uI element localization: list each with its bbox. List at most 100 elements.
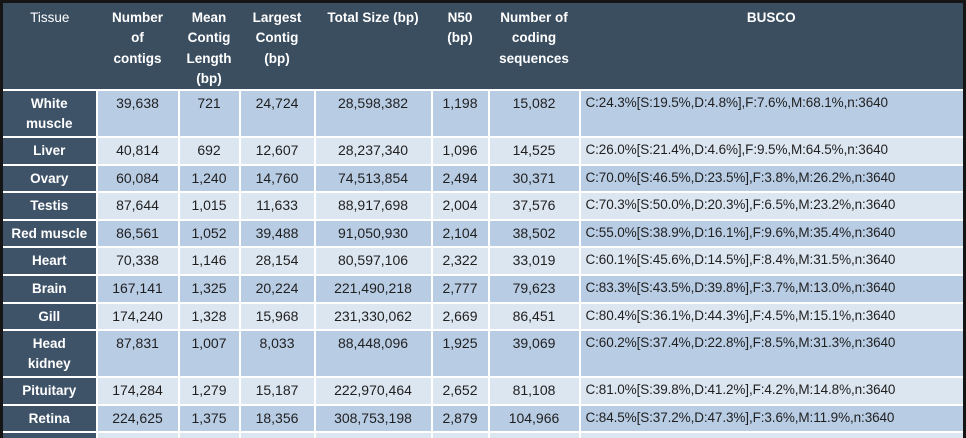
num-contigs-cell: 87,644 xyxy=(95,191,180,221)
total-size-cell: 28,598,382 xyxy=(313,88,433,139)
table-row-spleen: Spleen 103,359 931 8,251 96,236,002 1,74… xyxy=(0,431,966,438)
n50-cell: 1,925 xyxy=(430,329,490,379)
busco-cell: C:57.2%[S:35.0%,D:22.2%],F:8.8%,M:34.0%,… xyxy=(578,431,966,438)
col-header-coding-sequences: Number of coding sequences xyxy=(488,1,580,90)
busco-cell: C:83.3%[S:43.5%,D:39.8%],F:3.7%,M:13.0%,… xyxy=(578,273,966,304)
tissue-cell: Red muscle xyxy=(0,218,98,249)
mean-contig-length-cell: 1,325 xyxy=(177,273,241,304)
mean-contig-length-cell: 1,015 xyxy=(177,191,241,221)
num-contigs-cell: 103,359 xyxy=(95,431,180,438)
table-row-liver: Liver 40,814 692 12,607 28,237,340 1,096… xyxy=(0,136,966,166)
busco-cell: C:70.0%[S:46.5%,D:23.5%],F:3.8%,M:26.2%,… xyxy=(578,163,966,194)
table-row-testis: Testis 87,644 1,015 11,633 88,917,698 2,… xyxy=(0,191,966,221)
busco-cell: C:60.2%[S:37.4%,D:22.8%],F:8.5%,M:31.3%,… xyxy=(578,329,966,379)
num-contigs-cell: 174,240 xyxy=(95,301,180,332)
n50-cell: 2,879 xyxy=(430,403,490,434)
largest-contig-cell: 20,224 xyxy=(238,273,316,304)
tissue-cell: Pituitary xyxy=(0,376,98,406)
busco-cell: C:81.0%[S:39.8%,D:41.2%],F:4.2%,M:14.8%,… xyxy=(578,376,966,406)
table-row-red-muscle: Red muscle 86,561 1,052 39,488 91,050,93… xyxy=(0,218,966,249)
n50-cell: 2,777 xyxy=(430,273,490,304)
table-body: White muscle 39,638 721 24,724 28,598,38… xyxy=(0,88,966,438)
busco-cell: C:80.4%[S:36.1%,D:44.3%],F:4.5%,M:15.1%,… xyxy=(578,301,966,332)
busco-cell: C:70.3%[S:50.0%,D:20.3%],F:6.5%,M:23.2%,… xyxy=(578,191,966,221)
mean-contig-length-cell: 1,052 xyxy=(177,218,241,249)
busco-cell: C:24.3%[S:19.5%,D:4.8%],F:7.6%,M:68.1%,n… xyxy=(578,88,966,139)
largest-contig-cell: 12,607 xyxy=(238,136,316,166)
col-header-mean-contig-length: Mean Contig Length (bp) xyxy=(178,1,240,90)
largest-contig-cell: 14,760 xyxy=(238,163,316,194)
coding-sequences-cell: 104,966 xyxy=(487,403,581,434)
table-row-heart: Heart 70,338 1,146 28,154 80,597,106 2,3… xyxy=(0,246,966,276)
num-contigs-cell: 39,638 xyxy=(95,88,180,139)
mean-contig-length-cell: 692 xyxy=(177,136,241,166)
tissue-cell: Retina xyxy=(0,403,98,434)
total-size-cell: 222,970,464 xyxy=(313,376,433,406)
tissue-cell: Brain xyxy=(0,273,98,304)
table-row-white-muscle: White muscle 39,638 721 24,724 28,598,38… xyxy=(0,88,966,139)
total-size-cell: 308,753,198 xyxy=(313,403,433,434)
largest-contig-cell: 28,154 xyxy=(238,246,316,276)
coding-sequences-cell: 33,019 xyxy=(487,246,581,276)
coding-sequences-cell: 86,451 xyxy=(487,301,581,332)
tissue-cell: Spleen xyxy=(0,431,98,438)
table-row-head-kidney: Head kidney 87,831 1,007 8,033 88,448,09… xyxy=(0,329,966,379)
num-contigs-cell: 224,625 xyxy=(95,403,180,434)
n50-cell: 1,749 xyxy=(430,431,490,438)
mean-contig-length-cell: 1,007 xyxy=(177,329,241,379)
total-size-cell: 91,050,930 xyxy=(313,218,433,249)
num-contigs-cell: 70,338 xyxy=(95,246,180,276)
coding-sequences-cell: 79,623 xyxy=(487,273,581,304)
n50-cell: 2,669 xyxy=(430,301,490,332)
busco-cell: C:55.0%[S:38.9%,D:16.1%],F:9.6%,M:35.4%,… xyxy=(578,218,966,249)
mean-contig-length-cell: 1,375 xyxy=(177,403,241,434)
header-row: Tissue Number of contigs Mean Contig Len… xyxy=(1,1,965,90)
coding-sequences-cell: 30,371 xyxy=(487,163,581,194)
n50-cell: 2,652 xyxy=(430,376,490,406)
coding-sequences-cell: 45,220 xyxy=(487,431,581,438)
total-size-cell: 28,237,340 xyxy=(313,136,433,166)
n50-cell: 1,198 xyxy=(430,88,490,139)
num-contigs-cell: 40,814 xyxy=(95,136,180,166)
tissue-cell: Ovary xyxy=(0,163,98,194)
total-size-cell: 221,490,218 xyxy=(313,273,433,304)
busco-cell: C:84.5%[S:37.2%,D:47.3%],F:3.6%,M:11.9%,… xyxy=(578,403,966,434)
mean-contig-length-cell: 1,279 xyxy=(177,376,241,406)
largest-contig-cell: 39,488 xyxy=(238,218,316,249)
total-size-cell: 88,917,698 xyxy=(313,191,433,221)
coding-sequences-cell: 14,525 xyxy=(487,136,581,166)
table-row-pituitary: Pituitary 174,284 1,279 15,187 222,970,4… xyxy=(0,376,966,406)
mean-contig-length-cell: 721 xyxy=(177,88,241,139)
col-header-tissue: Tissue xyxy=(1,1,97,90)
largest-contig-cell: 15,968 xyxy=(238,301,316,332)
total-size-cell: 80,597,106 xyxy=(313,246,433,276)
mean-contig-length-cell: 1,240 xyxy=(177,163,241,194)
tissue-cell: Testis xyxy=(0,191,98,221)
coding-sequences-cell: 39,069 xyxy=(487,329,581,379)
mean-contig-length-cell: 1,328 xyxy=(177,301,241,332)
num-contigs-cell: 174,284 xyxy=(95,376,180,406)
table-row-brain: Brain 167,141 1,325 20,224 221,490,218 2… xyxy=(0,273,966,304)
table-row-ovary: Ovary 60,084 1,240 14,760 74,513,854 2,4… xyxy=(0,163,966,194)
col-header-total-size: Total Size (bp) xyxy=(314,1,432,90)
busco-cell: C:26.0%[S:21.4%,D:4.6%],F:9.5%,M:64.5%,n… xyxy=(578,136,966,166)
table-row-retina: Retina 224,625 1,375 18,356 308,753,198 … xyxy=(0,403,966,434)
coding-sequences-cell: 15,082 xyxy=(487,88,581,139)
n50-cell: 2,322 xyxy=(430,246,490,276)
mean-contig-length-cell: 1,146 xyxy=(177,246,241,276)
n50-cell: 1,096 xyxy=(430,136,490,166)
tissue-cell: Head kidney xyxy=(0,329,98,379)
coding-sequences-cell: 38,502 xyxy=(487,218,581,249)
tissue-cell: Heart xyxy=(0,246,98,276)
coding-sequences-cell: 37,576 xyxy=(487,191,581,221)
total-size-cell: 96,236,002 xyxy=(313,431,433,438)
num-contigs-cell: 86,561 xyxy=(95,218,180,249)
num-contigs-cell: 167,141 xyxy=(95,273,180,304)
largest-contig-cell: 8,033 xyxy=(238,329,316,379)
largest-contig-cell: 8,251 xyxy=(238,431,316,438)
table-row-gill: Gill 174,240 1,328 15,968 231,330,062 2,… xyxy=(0,301,966,332)
table-header: Tissue Number of contigs Mean Contig Len… xyxy=(1,1,965,90)
n50-cell: 2,494 xyxy=(430,163,490,194)
coding-sequences-cell: 81,108 xyxy=(487,376,581,406)
